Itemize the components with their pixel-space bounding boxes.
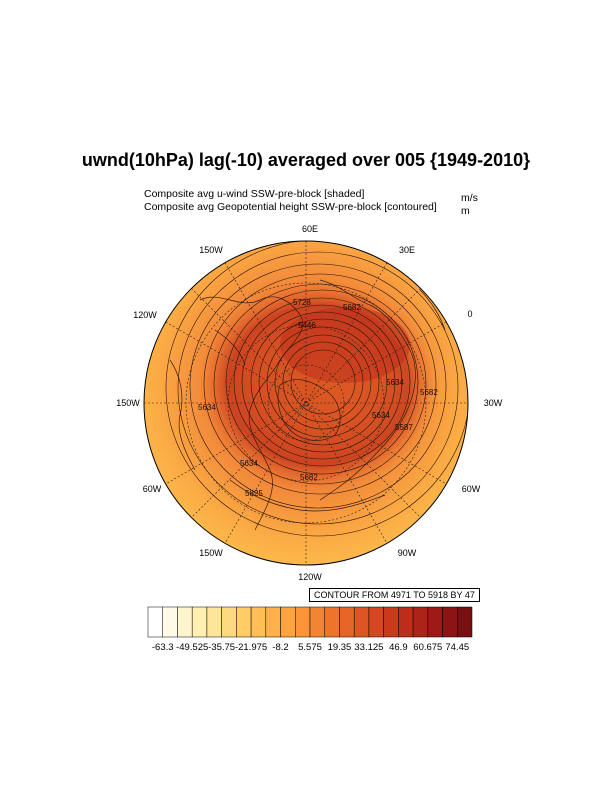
contour-label: 5587 bbox=[395, 423, 413, 432]
contour-label: 5634 bbox=[372, 411, 390, 420]
colorbar-swatch bbox=[442, 606, 458, 638]
subtitle-contoured-units: m bbox=[461, 205, 470, 217]
colorbar-swatch bbox=[295, 606, 311, 638]
contour-label: 5825 bbox=[245, 489, 263, 498]
contour-label: 5634 bbox=[240, 459, 258, 468]
colorbar-label: -49.525 bbox=[176, 642, 209, 653]
colorbar-swatch bbox=[265, 606, 281, 638]
lon-label-left: 150W bbox=[116, 398, 140, 408]
colorbar-swatch bbox=[339, 606, 355, 638]
colorbar-label: 60.675 bbox=[413, 642, 443, 653]
colorbar-label: -8.2 bbox=[272, 642, 289, 653]
lon-label-right-upper: 0 bbox=[467, 309, 473, 319]
colorbar-label: -21.975 bbox=[234, 642, 268, 653]
height-contours bbox=[165, 241, 468, 537]
colorbar-label: 19.35 bbox=[327, 642, 352, 653]
colorbar-label: 46.9 bbox=[389, 642, 408, 653]
colorbar-swatch bbox=[412, 606, 429, 638]
colorbar-swatch bbox=[324, 606, 340, 638]
map-border bbox=[143, 240, 469, 566]
colorbar-label: -35.75 bbox=[208, 642, 236, 653]
graticule bbox=[144, 241, 468, 565]
colorbar-swatch bbox=[457, 606, 473, 638]
lon-label-left-lower: 60W bbox=[142, 484, 162, 494]
lon-label-top: 60E bbox=[301, 224, 319, 234]
colorbar-label: 5.575 bbox=[298, 642, 322, 653]
colorbar-swatch bbox=[398, 606, 414, 638]
colorbar-swatch bbox=[177, 606, 193, 638]
subtitle-shaded-units: m/s bbox=[461, 192, 478, 204]
lon-label-left-upper: 120W bbox=[133, 310, 157, 320]
colorbar-swatch bbox=[383, 606, 399, 638]
contour-label: 5634 bbox=[198, 403, 216, 412]
contour-label: 5682 bbox=[343, 303, 361, 312]
contour-info-box: CONTOUR FROM 4971 TO 5918 BY 47 bbox=[309, 588, 480, 602]
lon-label-right-lower: 60W bbox=[461, 484, 481, 494]
colorbar-swatch bbox=[221, 606, 237, 638]
plot-title: uwnd(10hPa) lag(-10) averaged over 005 {… bbox=[81, 150, 531, 170]
colorbar-swatch bbox=[236, 606, 252, 638]
contour-label: 5682 bbox=[300, 473, 318, 482]
contour-label: 5634 bbox=[386, 378, 404, 387]
lon-label-bottom-left: 150W bbox=[199, 548, 223, 558]
colorbar-swatch bbox=[309, 606, 325, 638]
lon-label-bottom: 120W bbox=[298, 572, 322, 582]
colorbar-swatch bbox=[147, 606, 163, 638]
colorbar-swatch bbox=[250, 606, 267, 638]
contour-label-group: 5728 5682 5446 5634 5682 5634 5587 5634 … bbox=[198, 298, 438, 498]
lon-label-bottom-right: 90W bbox=[397, 548, 417, 558]
colorbar-swatch bbox=[191, 606, 208, 638]
colorbar-swatch bbox=[162, 606, 178, 638]
lon-label-top-right: 30E bbox=[398, 245, 416, 255]
contour-label: 5446 bbox=[298, 321, 316, 330]
colorbar bbox=[147, 606, 473, 638]
colorbar-swatch bbox=[206, 606, 222, 638]
lon-label-right: 30W bbox=[483, 398, 503, 408]
colorbar-swatch bbox=[280, 606, 296, 638]
contour-label: 5728 bbox=[293, 298, 311, 307]
colorbar-label: -63.3 bbox=[151, 642, 174, 653]
subtitle-contoured: Composite avg Geopotential height SSW-pr… bbox=[144, 201, 437, 213]
coastlines bbox=[169, 279, 446, 531]
colorbar-swatch bbox=[353, 606, 370, 638]
colorbar-swatch bbox=[368, 606, 384, 638]
subtitle-shaded: Composite avg u-wind SSW-pre-block [shad… bbox=[144, 188, 365, 200]
contour-label: 5682 bbox=[420, 388, 438, 397]
colorbar-label: 74.45 bbox=[445, 642, 470, 653]
lon-label-top-left: 150W bbox=[199, 245, 223, 255]
colorbar-label: 33.125 bbox=[354, 642, 384, 653]
jet-core bbox=[198, 280, 438, 490]
colorbar-swatch bbox=[427, 606, 443, 638]
colorbar-labels: -63.3 -49.525 -35.75 -21.975 -8.2 5.575 19.35 3… bbox=[0, 642, 612, 656]
jet-max bbox=[280, 307, 410, 383]
